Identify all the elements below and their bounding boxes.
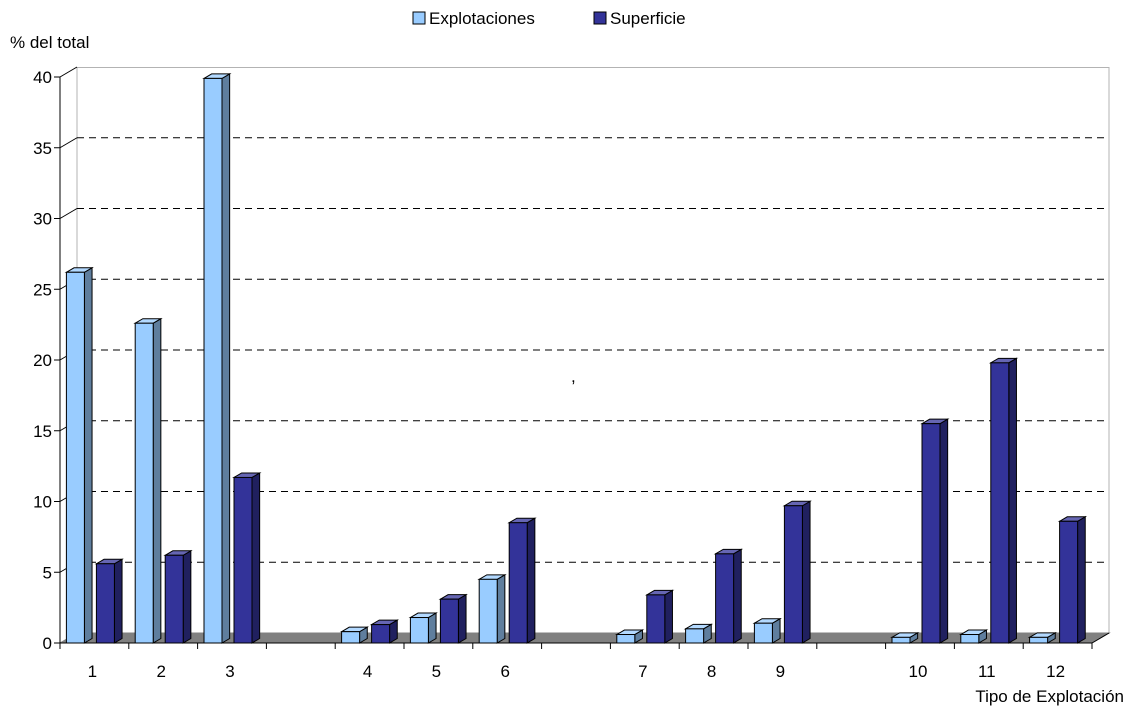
bar-superficie-9: [782, 500, 812, 644]
y-tick-label: 15: [33, 422, 52, 441]
axes: [54, 76, 1110, 649]
bar-superficie-11: [988, 357, 1019, 644]
y-tick-label: 35: [33, 139, 52, 158]
bar-explotaciones-7: [614, 629, 645, 644]
bar-superficie-5: [438, 593, 468, 644]
x-tick-label: 3: [225, 662, 234, 681]
y-tick-label: 40: [33, 68, 52, 87]
bar-explotaciones-11: [958, 629, 989, 644]
legend-label-explotaciones: Explotaciones: [429, 9, 535, 28]
gridline-depth: [59, 208, 78, 219]
x-tick-label: 2: [156, 662, 165, 681]
bar-superficie-6: [507, 517, 537, 644]
y-tick-label: 5: [43, 563, 52, 582]
x-axis-title: Tipo de Explotación: [975, 687, 1124, 706]
x-axis-depth: [1091, 632, 1110, 644]
y-tick-label: 10: [33, 493, 52, 512]
legend: Explotaciones Superficie: [412, 9, 686, 28]
x-tick-label: 5: [432, 662, 441, 681]
bar-superficie-4: [369, 619, 400, 644]
gridline-depth: [59, 66, 78, 78]
legend-swatch-superficie: [593, 11, 607, 25]
bar-explotaciones-2: [133, 317, 163, 644]
bar-explotaciones-12: [1027, 631, 1058, 644]
bar-superficie-10: [920, 418, 950, 644]
y-tick-label: 30: [33, 210, 52, 229]
bar-explotaciones-3: [202, 73, 232, 644]
y-tick-label: 20: [33, 351, 52, 370]
chart-annotation: ,: [571, 367, 576, 386]
bar-superficie-7: [644, 589, 675, 644]
x-tick-label: 1: [88, 662, 97, 681]
x-tick-label: 6: [500, 662, 509, 681]
x-tick-label: 4: [363, 662, 372, 681]
bars: [64, 73, 1088, 644]
bar-superficie-3: [232, 472, 262, 644]
bar-superficie-1: [94, 558, 124, 644]
bar-explotaciones-1: [64, 266, 94, 644]
bar-superficie-12: [1057, 515, 1088, 644]
bar-explotaciones-6: [477, 573, 507, 644]
bar-superficie-8: [713, 548, 744, 644]
y-tick-label: 25: [33, 280, 52, 299]
bar-explotaciones-9: [752, 617, 782, 644]
bar-explotaciones-8: [683, 623, 714, 644]
bar-explotaciones-10: [890, 631, 920, 644]
bar-explotaciones-5: [408, 612, 438, 644]
legend-label-superficie: Superficie: [610, 9, 686, 28]
gridline-depth: [59, 137, 78, 149]
x-tick-label: 7: [638, 662, 647, 681]
legend-swatch-explotaciones: [412, 11, 426, 25]
x-tick-label: 12: [1046, 662, 1065, 681]
x-tick-label: 10: [909, 662, 928, 681]
x-tick-label: 11: [978, 662, 996, 681]
x-tick-label: 9: [776, 662, 785, 681]
bar-explotaciones-4: [339, 626, 370, 644]
bar-superficie-2: [163, 549, 193, 644]
y-axis-title: % del total: [10, 33, 89, 52]
y-tick-label: 0: [43, 634, 52, 653]
x-tick-label: 8: [707, 662, 716, 681]
